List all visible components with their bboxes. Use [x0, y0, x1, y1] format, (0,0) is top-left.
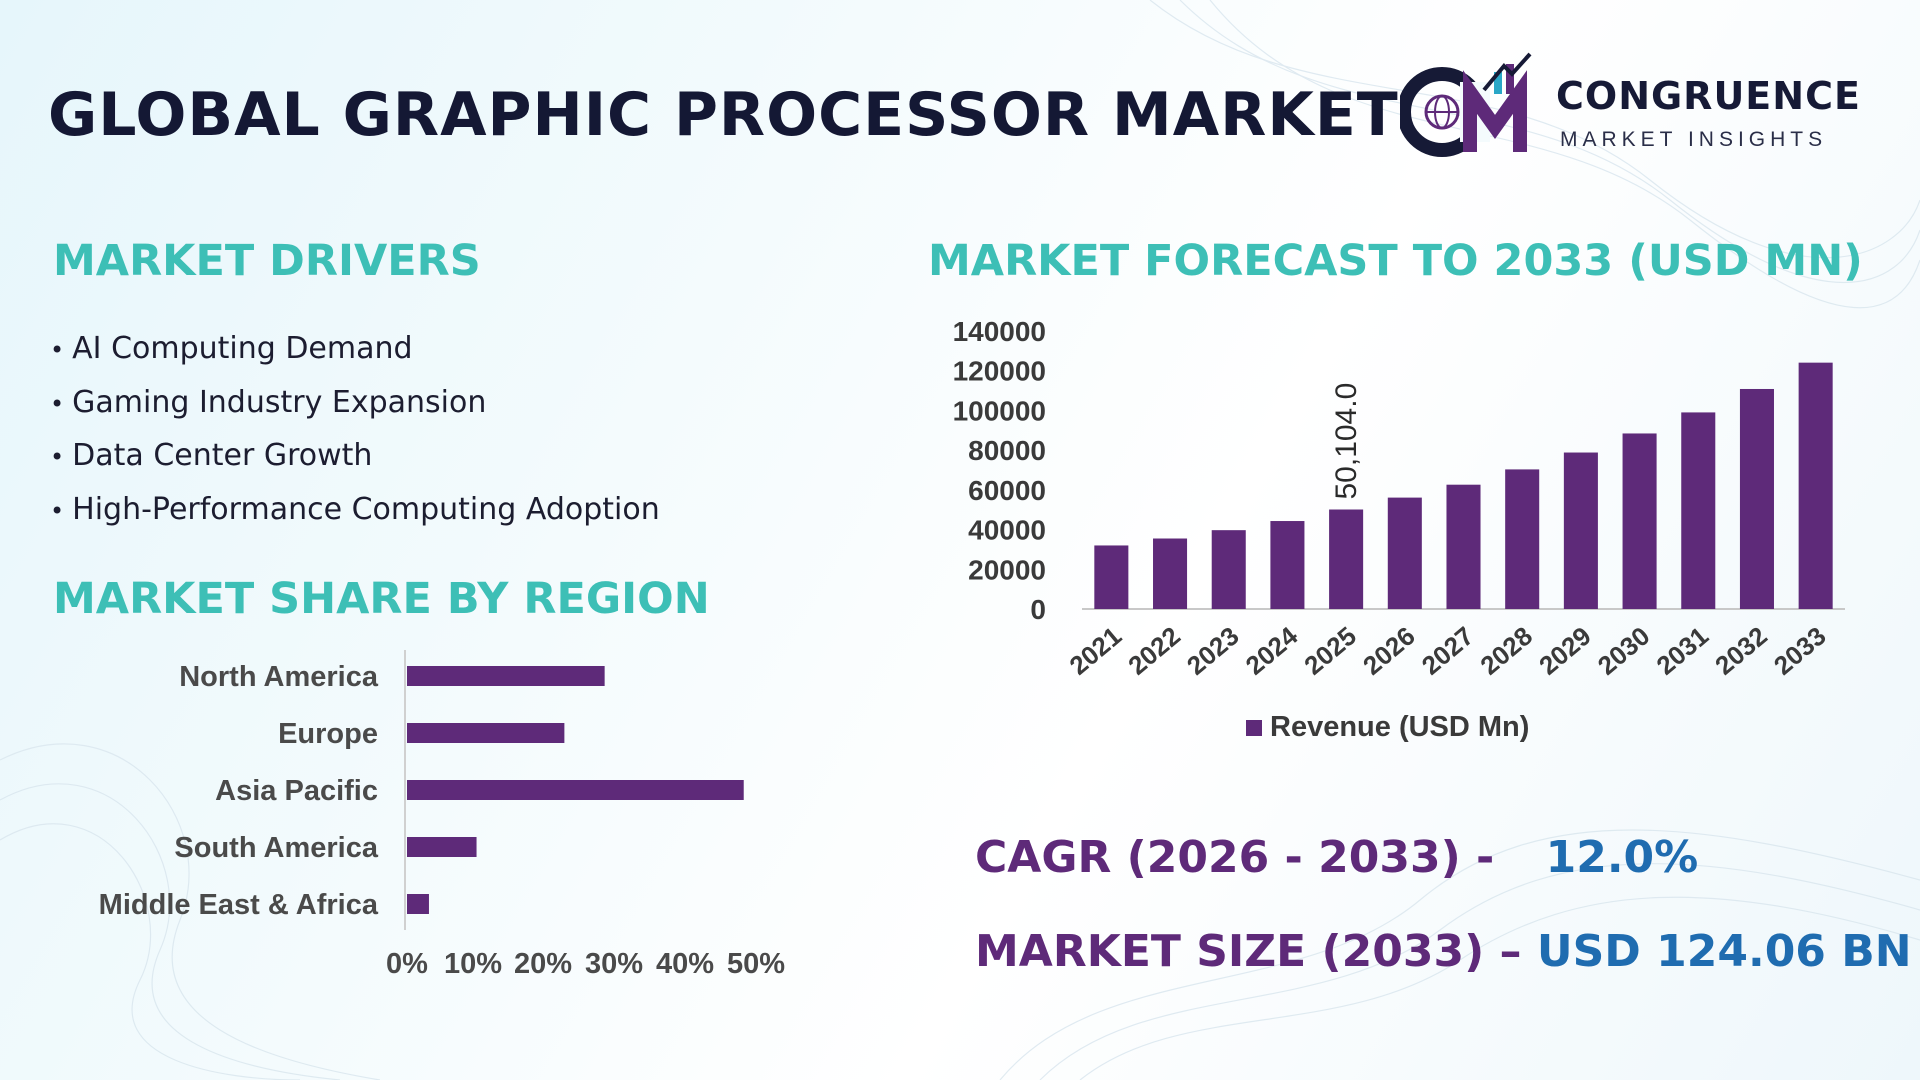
y-tick-label: 0: [1030, 594, 1046, 625]
congruence-logo-icon: [1400, 52, 1532, 157]
bar: [1211, 530, 1246, 609]
bar: [407, 894, 429, 914]
page-title: GLOBAL GRAPHIC PROCESSOR MARKET: [48, 80, 1399, 150]
x-tick-label: 2030: [1592, 621, 1656, 681]
forecast-chart: 0 20000 40000 60000 80000 100000 120000 140000 2…: [953, 316, 1845, 743]
x-tick-label: 40%: [656, 948, 714, 980]
x-tick-label: 2027: [1416, 621, 1480, 681]
bar: [1387, 497, 1422, 609]
market-share-heading: MARKET SHARE BY REGION: [53, 574, 710, 624]
legend-label: Revenue (USD Mn): [1270, 711, 1529, 743]
bar: [1798, 362, 1833, 609]
x-tick-label: 2022: [1122, 621, 1186, 681]
market-size-stat: MARKET SIZE (2033) – USD 124.06 BN: [975, 926, 1912, 977]
cagr-stat: CAGR (2026 - 2033) - 12.0%: [975, 832, 1698, 883]
bar: [407, 723, 565, 743]
y-tick-label: 20000: [968, 554, 1046, 585]
list-item: • High-Performance Computing Adoption: [50, 491, 660, 527]
x-tick-label: 30%: [585, 948, 643, 980]
bar: [1563, 452, 1598, 609]
x-tick-label: 50%: [727, 948, 785, 980]
bar: [1153, 538, 1188, 609]
list-item: • AI Computing Demand: [50, 331, 413, 366]
x-tick-label: 2031: [1651, 621, 1715, 681]
y-tick-label: 40000: [968, 515, 1046, 546]
x-tick-label: 2021: [1064, 621, 1128, 681]
x-tick-label: 2026: [1357, 621, 1421, 681]
bar: [1329, 509, 1364, 609]
x-tick-label: 0%: [386, 948, 428, 980]
category-label: Middle East & Africa: [99, 889, 379, 921]
category-label: Asia Pacific: [215, 775, 378, 807]
x-tick-label: 2029: [1533, 621, 1597, 681]
bar: [1681, 412, 1716, 609]
market-size-value: USD 124.06 BN: [1536, 926, 1912, 977]
x-tick-label: 10%: [444, 948, 502, 980]
cagr-label: CAGR (2026 - 2033) -: [975, 832, 1495, 883]
market-size-label: MARKET SIZE (2033) –: [975, 926, 1522, 977]
x-tick-label: 2028: [1474, 621, 1538, 681]
region-share-chart: North America Europe Asia Pacific South Ame…: [99, 650, 785, 980]
bar: [1446, 484, 1481, 609]
category-label: South America: [174, 832, 378, 864]
x-tick-label: 2033: [1768, 621, 1832, 681]
list-item: • Gaming Industry Expansion: [50, 384, 487, 420]
bar: [407, 666, 605, 686]
category-label: Europe: [278, 718, 378, 750]
bar: [1270, 521, 1305, 609]
bar: [1739, 388, 1774, 609]
category-label: North America: [179, 661, 379, 693]
cagr-value: 12.0%: [1545, 832, 1699, 883]
x-tick-label: 2024: [1240, 620, 1304, 681]
bar: [1622, 433, 1657, 609]
bar: [1094, 545, 1129, 609]
x-tick-label: 2032: [1709, 621, 1773, 681]
y-tick-label: 100000: [953, 395, 1046, 426]
legend-swatch: [1246, 720, 1262, 736]
drivers-list: • AI Computing Demand • Gaming Industry Ex…: [50, 322, 660, 536]
driver-label: High-Performance Computing Adoption: [72, 491, 660, 527]
driver-label: Data Center Growth: [72, 438, 373, 473]
brand-name: CONGRUENCE: [1556, 74, 1861, 118]
forecast-heading: MARKET FORECAST TO 2033 (USD MN): [928, 236, 1863, 286]
driver-label: AI Computing Demand: [72, 331, 413, 366]
x-tick-label: 2025: [1298, 621, 1362, 681]
y-tick-label: 140000: [953, 316, 1046, 347]
y-tick-label: 80000: [968, 435, 1046, 466]
y-tick-label: 60000: [968, 475, 1046, 506]
x-tick-label: 2023: [1181, 621, 1245, 681]
y-tick-label: 120000: [953, 356, 1046, 387]
bar: [407, 837, 477, 857]
driver-label: Gaming Industry Expansion: [72, 384, 487, 420]
bar: [407, 780, 744, 800]
bar: [1505, 469, 1540, 609]
brand-tagline: MARKET INSIGHTS: [1560, 128, 1828, 151]
list-item: • Data Center Growth: [50, 438, 373, 473]
market-drivers-heading: MARKET DRIVERS: [53, 236, 481, 286]
x-tick-label: 20%: [514, 948, 572, 980]
data-label: 50,104.0: [1330, 383, 1363, 500]
